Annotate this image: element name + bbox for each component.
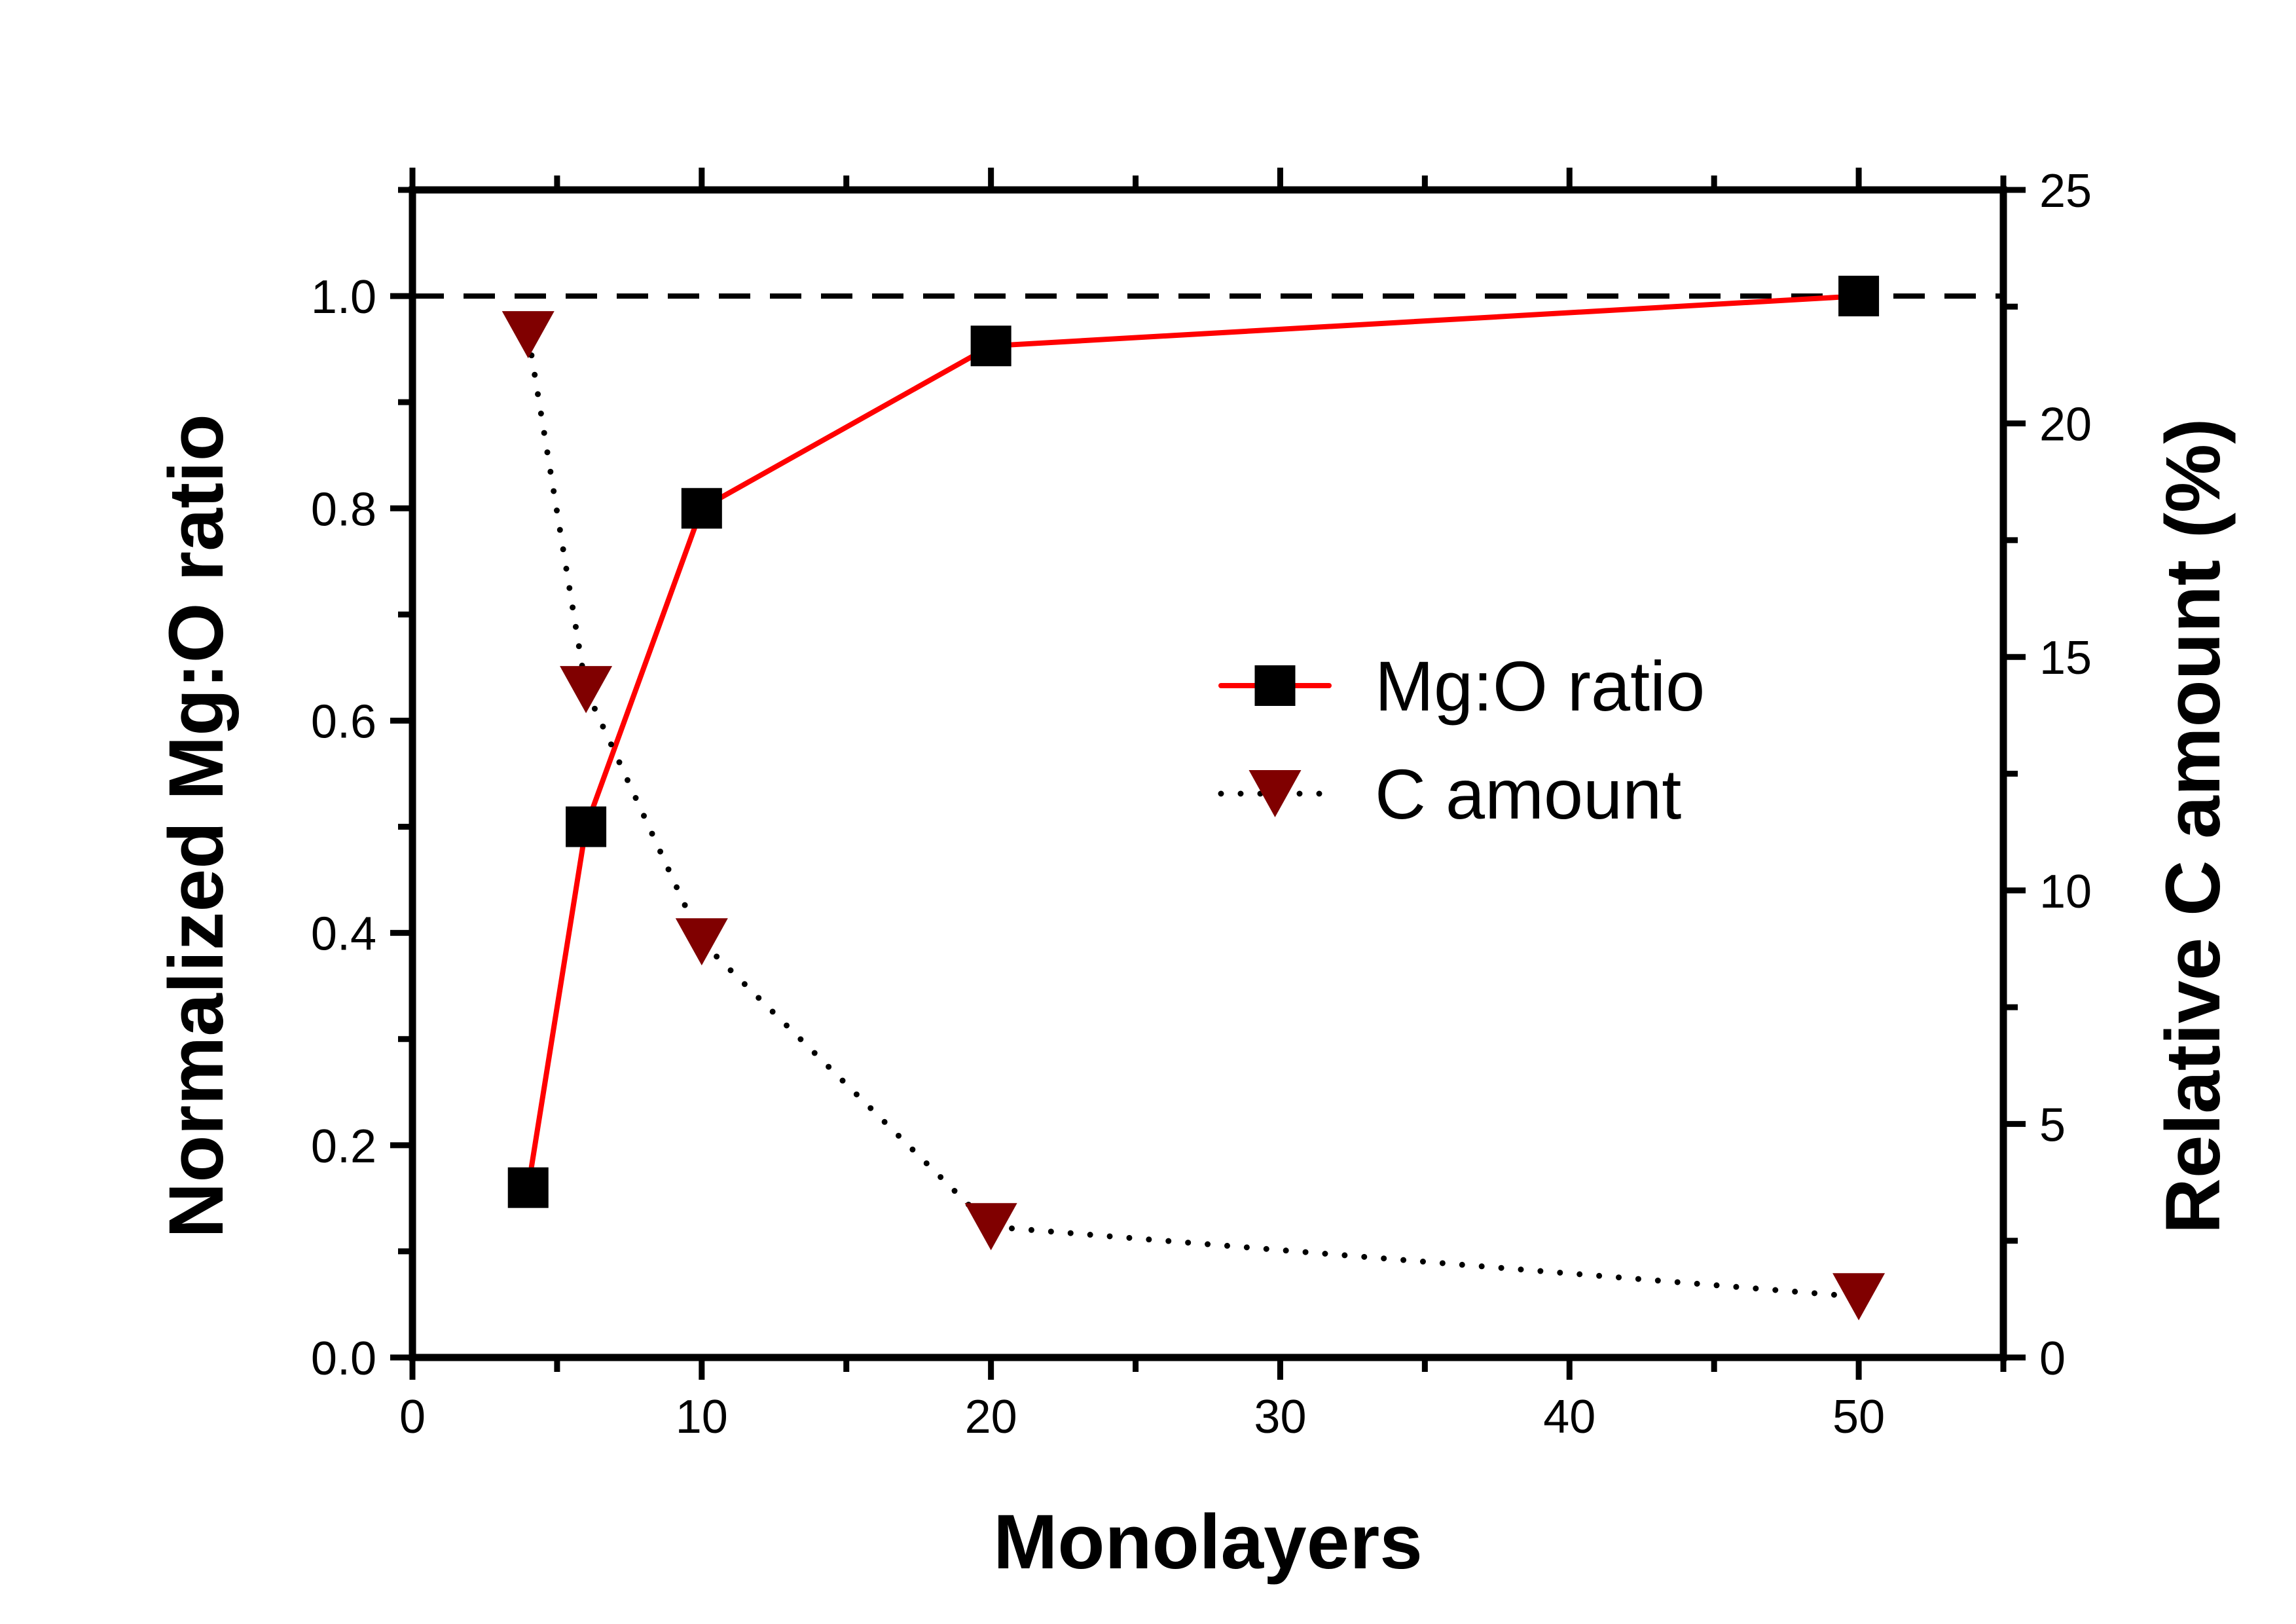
plot-frame bbox=[409, 186, 2007, 1361]
right-y-tick-label: 5 bbox=[2039, 1099, 2066, 1151]
x-tick-label: 20 bbox=[965, 1391, 1017, 1443]
series-mg-o-ratio bbox=[507, 276, 1880, 1208]
series-segment bbox=[591, 705, 696, 926]
data-point-triangle bbox=[1832, 1273, 1886, 1321]
series-segment bbox=[591, 525, 697, 810]
left-y-tick-label: 0.0 bbox=[311, 1333, 376, 1385]
series-segment bbox=[528, 352, 586, 673]
axes-layer: 0 10 20 30 40 50 0.0 0.2 0.4 0.6 0.8 1.0 0 5 10 15 20 25 bbox=[311, 165, 2092, 1443]
series-layer bbox=[412, 276, 2003, 1321]
data-point-square bbox=[566, 806, 607, 847]
series-segment bbox=[528, 845, 586, 1170]
series-segment bbox=[714, 953, 979, 1215]
legend-label: C amount bbox=[1375, 754, 1681, 834]
data-point-triangle bbox=[560, 666, 613, 714]
left-y-tick-label: 0.6 bbox=[311, 695, 376, 748]
x-tick-label: 50 bbox=[1832, 1391, 1885, 1443]
left-y-axis-title: Normalized Mg:O ratio bbox=[153, 414, 240, 1238]
x-tick-label: 0 bbox=[399, 1391, 426, 1443]
series-segment bbox=[1009, 294, 1841, 348]
right-y-tick-label: 20 bbox=[2039, 399, 2092, 451]
data-point-square bbox=[1254, 665, 1296, 706]
data-point-square bbox=[1838, 276, 1880, 317]
right-y-tick-label: 0 bbox=[2039, 1333, 2066, 1385]
x-tick-label: 10 bbox=[676, 1391, 728, 1443]
x-axis-title: Monolayers bbox=[993, 1499, 1423, 1585]
data-point-triangle bbox=[964, 1203, 1017, 1251]
legend: Mg:O ratio C amount bbox=[1218, 646, 1705, 834]
right-y-tick-label: 15 bbox=[2039, 632, 2092, 684]
series-segment bbox=[717, 353, 975, 501]
left-y-tick-label: 0.2 bbox=[311, 1120, 376, 1173]
left-y-tick-label: 0.4 bbox=[311, 908, 376, 961]
x-tick-label: 40 bbox=[1543, 1391, 1595, 1443]
series-c-amount bbox=[501, 311, 1886, 1321]
data-point-triangle bbox=[675, 918, 728, 966]
right-y-tick-label: 25 bbox=[2039, 165, 2092, 217]
data-point-triangle bbox=[1248, 770, 1302, 817]
right-y-tick-label: 10 bbox=[2039, 866, 2092, 918]
series-segment bbox=[1009, 1225, 1841, 1299]
data-point-square bbox=[970, 325, 1011, 367]
legend-label: Mg:O ratio bbox=[1375, 646, 1705, 726]
data-point-square bbox=[681, 488, 722, 529]
data-point-triangle bbox=[501, 311, 555, 359]
x-tick-label: 30 bbox=[1254, 1391, 1306, 1443]
left-y-tick-label: 1.0 bbox=[311, 271, 376, 323]
left-y-tick-label: 0.8 bbox=[311, 483, 376, 536]
right-y-axis-title: Relative C amount (%) bbox=[2150, 418, 2236, 1234]
data-point-square bbox=[507, 1167, 549, 1208]
